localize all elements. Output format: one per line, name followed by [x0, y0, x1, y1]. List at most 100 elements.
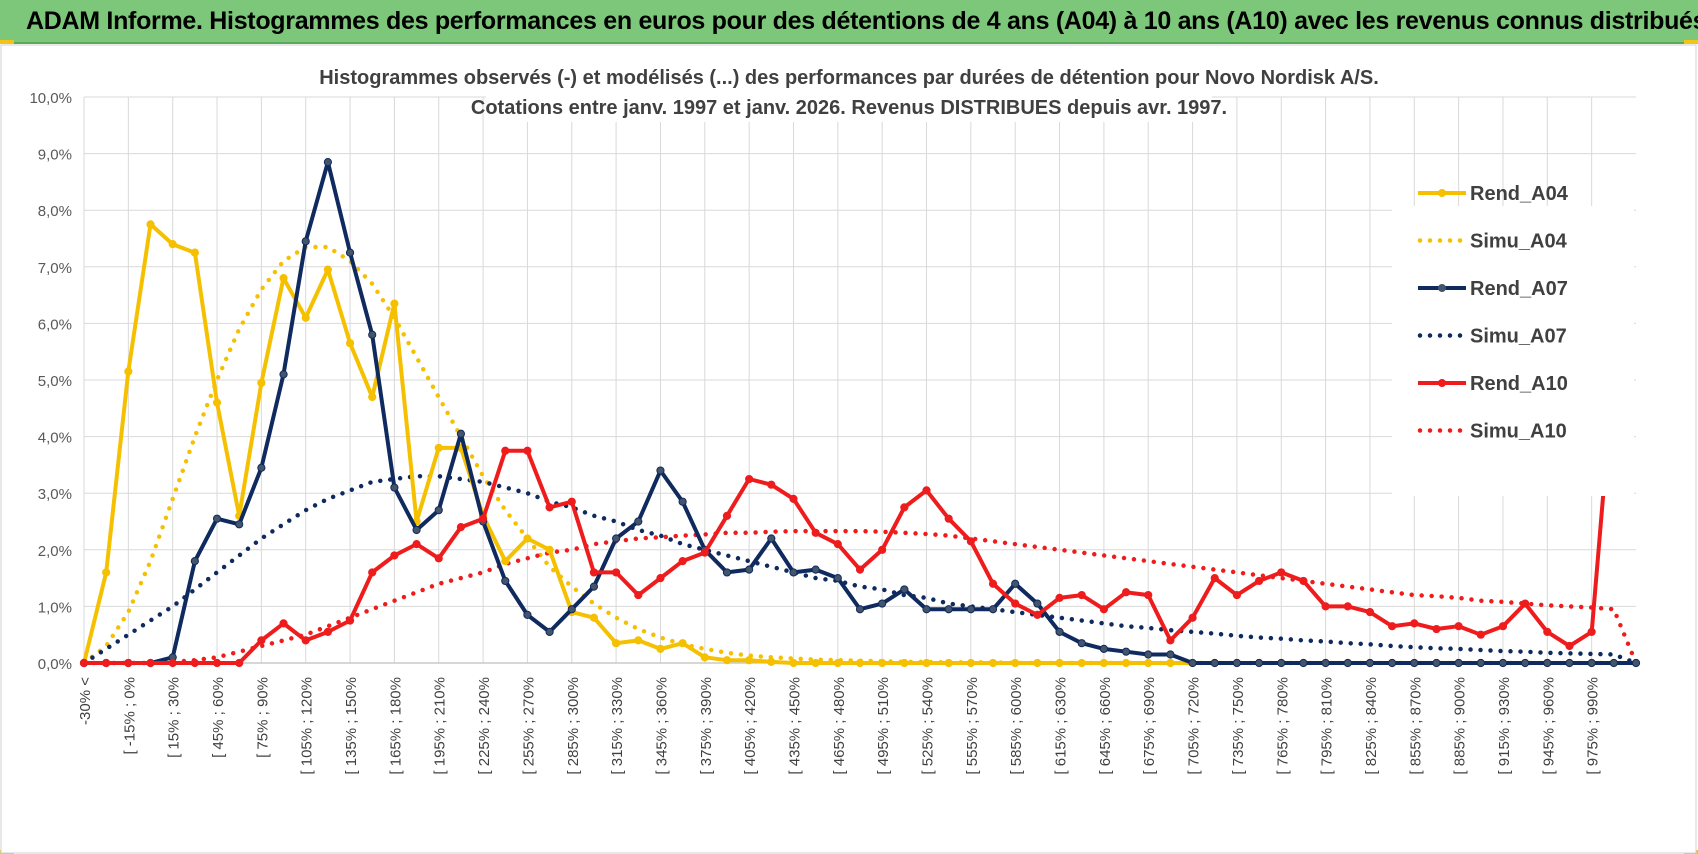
point-Rend_A07: [323, 157, 332, 167]
x-tick-label: [ 495% ; 510%: [875, 677, 892, 775]
point-Rend_A07: [1631, 658, 1641, 668]
legend-marker: [1438, 284, 1446, 292]
point-Rend_A04: [922, 658, 931, 668]
point-Rend_A10: [434, 554, 443, 563]
point-Rend_A10: [1166, 636, 1175, 645]
point-Rend_A10: [900, 503, 909, 512]
point-Rend_A07: [1254, 658, 1264, 668]
point-Rend_A04: [1055, 658, 1064, 668]
point-Rend_A07: [1410, 658, 1419, 668]
point-Rend_A10: [1011, 599, 1020, 608]
point-Rend_A10: [700, 548, 709, 557]
point-Rend_A04: [722, 656, 732, 665]
point-Rend_A07: [257, 463, 266, 472]
x-tick-label: [ 435% ; 450%: [786, 677, 803, 775]
point-Rend_A07: [589, 582, 599, 591]
y-tick-label: 2,0%: [38, 543, 72, 560]
point-Rend_A07: [212, 514, 222, 523]
point-Rend_A04: [523, 534, 532, 543]
point-Rend_A10: [1210, 574, 1219, 583]
point-Rend_A04: [944, 658, 953, 668]
point-Rend_A10: [1498, 622, 1508, 631]
legend-label: Rend_A04: [1470, 183, 1569, 205]
point-Rend_A04: [501, 557, 510, 566]
point-Rend_A10: [1521, 599, 1530, 608]
corner-mark: [0, 40, 14, 44]
x-tick-label: [ 855% ; 870%: [1407, 677, 1424, 775]
point-Rend_A10: [1321, 602, 1330, 611]
point-Rend_A04: [301, 313, 310, 322]
point-Rend_A10: [279, 619, 288, 628]
point-Rend_A10: [1077, 590, 1086, 600]
point-Rend_A07: [1188, 658, 1197, 668]
point-Rend_A04: [279, 274, 288, 283]
point-Rend_A04: [612, 639, 621, 648]
point-Rend_A07: [1498, 658, 1508, 668]
point-Rend_A07: [1476, 658, 1485, 668]
point-Rend_A04: [1077, 658, 1086, 668]
point-Rend_A07: [656, 466, 665, 475]
point-Rend_A07: [545, 627, 554, 636]
point-Rend_A07: [745, 565, 754, 574]
point-Rend_A10: [1410, 619, 1419, 628]
x-tick-label: [ 165% ; 180%: [387, 677, 404, 775]
point-Rend_A07: [345, 248, 355, 257]
legend-box: [1392, 206, 1634, 496]
x-tick-label: [ 945% ; 960%: [1540, 677, 1557, 775]
point-Rend_A10: [1144, 590, 1153, 600]
y-tick-label: 10,0%: [29, 90, 72, 107]
y-tick-label: 1,0%: [38, 599, 72, 616]
y-tick-label: 5,0%: [38, 373, 72, 390]
x-tick-label: [ -15% ; 0%: [121, 677, 138, 755]
point-Rend_A07: [1210, 658, 1219, 668]
point-Rend_A07: [1099, 644, 1108, 653]
point-Rend_A07: [767, 534, 776, 543]
point-Rend_A07: [523, 610, 532, 619]
point-Rend_A07: [1587, 658, 1596, 668]
point-Rend_A07: [833, 574, 842, 583]
x-tick-label: [ 255% ; 270%: [520, 677, 537, 775]
point-Rend_A10: [1254, 576, 1264, 586]
point-Rend_A10: [523, 446, 532, 455]
point-Rend_A10: [168, 658, 177, 668]
x-tick-label: [ 645% ; 660%: [1097, 677, 1114, 775]
point-Rend_A10: [257, 636, 266, 645]
point-Rend_A04: [1033, 658, 1042, 668]
point-Rend_A04: [390, 299, 399, 308]
point-Rend_A04: [1144, 658, 1153, 668]
point-Rend_A04: [678, 639, 687, 648]
point-Rend_A04: [767, 657, 776, 666]
y-tick-label: 6,0%: [38, 316, 72, 333]
corner-mark: [1684, 40, 1698, 44]
point-Rend_A10: [124, 658, 133, 668]
chart-title: Histogrammes observés (-) et modélisés (…: [319, 67, 1379, 89]
point-Rend_A10: [1121, 588, 1131, 597]
point-Rend_A10: [1343, 602, 1352, 611]
point-Rend_A07: [988, 605, 998, 614]
point-Rend_A07: [390, 483, 399, 492]
x-tick-label: [ 615% ; 630%: [1053, 677, 1070, 775]
point-Rend_A04: [545, 545, 554, 554]
point-Rend_A07: [567, 605, 576, 614]
point-Rend_A10: [878, 545, 887, 554]
point-Rend_A10: [944, 514, 953, 523]
legend: Rend_A04 Simu_A04 Rend_A07 Simu_A07 Rend_A10…: [1392, 183, 1634, 496]
point-Rend_A07: [301, 237, 310, 246]
point-Rend_A10: [612, 568, 621, 577]
x-tick-label: [ 45% ; 60%: [210, 677, 227, 758]
x-tick-label: [ 225% ; 240%: [476, 677, 493, 775]
point-Rend_A07: [878, 599, 887, 608]
point-Rend_A10: [1277, 568, 1286, 577]
point-Rend_A10: [412, 540, 421, 549]
point-Rend_A04: [434, 443, 443, 453]
point-Rend_A10: [678, 557, 687, 566]
point-Rend_A04: [102, 568, 111, 577]
point-Rend_A07: [1343, 658, 1352, 668]
point-Rend_A07: [412, 525, 421, 535]
x-tick-label: [ 555% ; 570%: [964, 677, 981, 775]
x-tick-label: [ 735% ; 750%: [1230, 677, 1247, 775]
point-Rend_A04: [700, 653, 709, 662]
point-Rend_A10: [567, 497, 576, 506]
point-Rend_A10: [390, 551, 399, 560]
point-Rend_A10: [235, 658, 244, 668]
